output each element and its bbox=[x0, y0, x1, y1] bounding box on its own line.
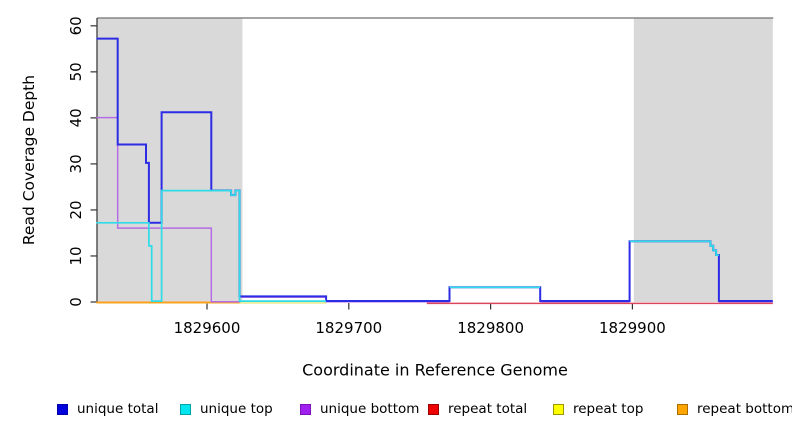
y-tick-label: 10 bbox=[67, 246, 85, 265]
x-axis-title: Coordinate in Reference Genome bbox=[302, 360, 568, 380]
x-tick-label: 1829900 bbox=[599, 319, 666, 337]
x-tick-label: 1829800 bbox=[457, 319, 524, 337]
y-tick-label: 50 bbox=[67, 62, 85, 81]
x-tick-label: 1829600 bbox=[174, 319, 241, 337]
series-line-unique-top bbox=[96, 189, 719, 302]
y-axis-title: Read Coverage Depth bbox=[20, 74, 38, 246]
y-tick-label: 20 bbox=[67, 200, 85, 219]
y-tick-label: 30 bbox=[67, 154, 85, 173]
y-tick-label: 0 bbox=[67, 297, 85, 307]
shaded-region-1 bbox=[96, 18, 243, 302]
x-tick-label: 1829700 bbox=[315, 319, 382, 337]
y-tick-label: 60 bbox=[67, 16, 85, 35]
y-tick-label: 40 bbox=[67, 108, 85, 127]
shaded-region-2 bbox=[633, 18, 773, 302]
